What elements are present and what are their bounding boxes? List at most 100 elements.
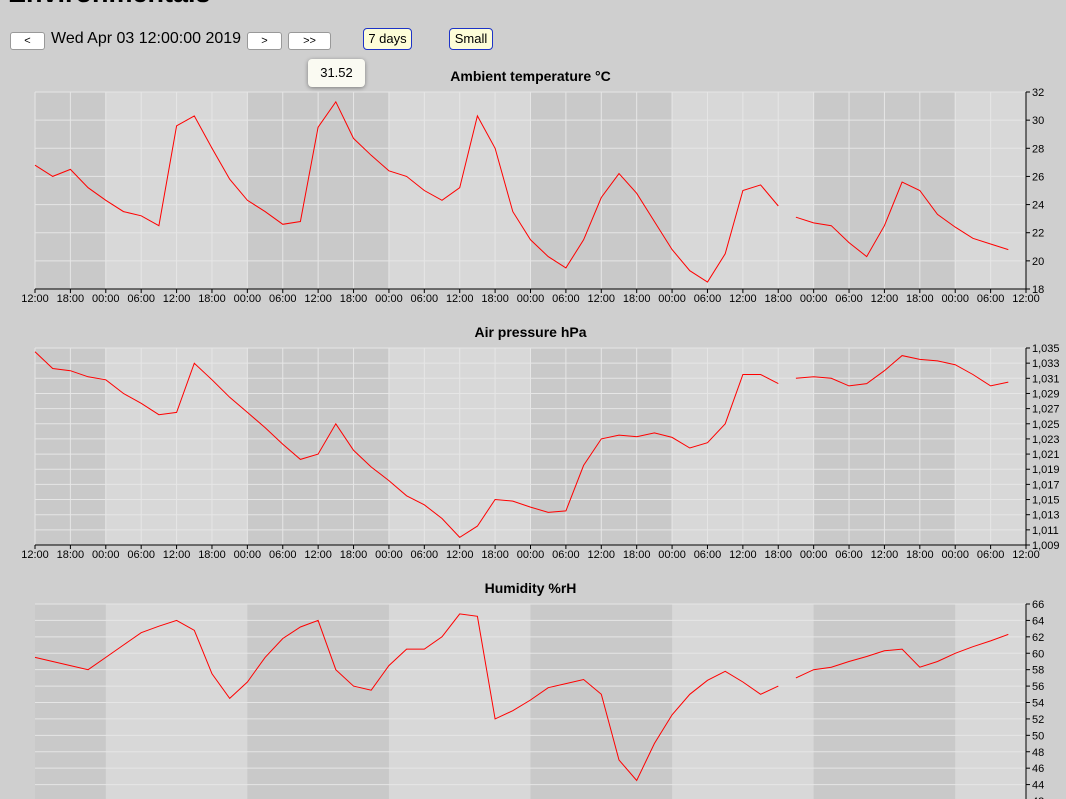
x-tick-label: 00:00 [375, 293, 403, 305]
y-tick-label: 26 [1032, 171, 1044, 183]
x-tick-label: 12:00 [871, 293, 899, 305]
range-button[interactable]: 7 days [363, 28, 412, 50]
chart-title: Humidity %rH [485, 580, 577, 596]
x-tick-label: 12:00 [163, 293, 191, 305]
y-tick-label: 1,025 [1032, 419, 1060, 431]
y-tick-label: 32 [1032, 87, 1044, 99]
data-line [34, 613, 1009, 782]
x-tick-label: 18:00 [57, 549, 85, 561]
x-tick-label: 18:00 [340, 549, 368, 561]
x-tick-label: 18:00 [198, 549, 226, 561]
y-tick-label: 1,035 [1032, 343, 1060, 355]
x-tick-label: 00:00 [234, 293, 262, 305]
y-tick-label: 1,027 [1032, 404, 1060, 416]
y-tick-label: 48 [1032, 747, 1044, 759]
y-tick-label: 1,021 [1032, 449, 1060, 461]
x-tick-label: 12:00 [304, 293, 332, 305]
y-tick-label: 66 [1032, 599, 1044, 611]
y-tick-label: 1,031 [1032, 373, 1060, 385]
fast-forward-button[interactable]: >> [288, 32, 331, 50]
x-tick-label: 06:00 [835, 549, 863, 561]
x-tick-label: 06:00 [977, 293, 1005, 305]
chart-title: Air pressure hPa [474, 324, 586, 340]
shade-band [247, 604, 389, 799]
shade-band [35, 604, 106, 799]
x-tick-label: 18:00 [481, 293, 509, 305]
x-tick-label: 06:00 [694, 293, 722, 305]
shade-band [813, 604, 956, 799]
x-tick-label: 12:00 [446, 293, 474, 305]
x-tick-label: 00:00 [941, 549, 969, 561]
y-tick-label: 58 [1032, 665, 1044, 677]
x-tick-label: 12:00 [304, 549, 332, 561]
prev-button[interactable]: < [10, 32, 45, 50]
y-tick-label: 22 [1032, 228, 1044, 240]
chart-title: Ambient temperature °C [450, 68, 610, 84]
x-tick-label: 12:00 [588, 293, 616, 305]
y-tick-label: 56 [1032, 681, 1044, 693]
y-tick-label: 30 [1032, 115, 1044, 127]
x-tick-label: 12:00 [588, 549, 616, 561]
y-tick-label: 46 [1032, 763, 1044, 775]
y-tick-label: 64 [1032, 615, 1044, 627]
y-tick-label: 60 [1032, 648, 1044, 660]
y-tick-label: 18 [1032, 284, 1044, 296]
x-tick-label: 06:00 [552, 293, 580, 305]
x-tick-label: 12:00 [163, 549, 191, 561]
y-tick-label: 44 [1032, 780, 1044, 792]
x-tick-label: 00:00 [92, 549, 120, 561]
y-tick-label: 54 [1032, 698, 1044, 710]
y-tick-label: 1,019 [1032, 464, 1060, 476]
x-tick-label: 06:00 [411, 549, 439, 561]
x-tick-label: 06:00 [835, 293, 863, 305]
y-tick-label: 52 [1032, 714, 1044, 726]
tooltip: 31.52 [308, 59, 365, 87]
x-tick-label: 12:00 [1012, 549, 1040, 561]
data-line [34, 100, 1009, 283]
x-tick-label: 06:00 [127, 293, 155, 305]
x-tick-label: 18:00 [764, 293, 792, 305]
next-button[interactable]: > [247, 32, 282, 50]
y-tick-label: 1,015 [1032, 495, 1060, 507]
y-tick-label: 62 [1032, 632, 1044, 644]
data-line [34, 351, 1009, 539]
page-title: Environmentals [8, 0, 211, 9]
y-tick-label: 1,009 [1032, 540, 1060, 552]
x-tick-label: 18:00 [906, 293, 934, 305]
x-tick-label: 00:00 [92, 293, 120, 305]
y-tick-label: 1,033 [1032, 358, 1060, 370]
y-tick-label: 20 [1032, 256, 1044, 268]
x-tick-label: 00:00 [800, 549, 828, 561]
x-tick-label: 12:00 [446, 549, 474, 561]
x-tick-label: 18:00 [906, 549, 934, 561]
x-tick-label: 06:00 [694, 549, 722, 561]
x-tick-label: 12:00 [21, 549, 49, 561]
x-tick-label: 12:00 [729, 293, 757, 305]
x-tick-label: 06:00 [269, 293, 297, 305]
size-button[interactable]: Small [449, 28, 493, 50]
x-tick-label: 12:00 [871, 549, 899, 561]
y-tick-label: 50 [1032, 730, 1044, 742]
y-tick-label: 1,011 [1032, 525, 1059, 537]
date-label: Wed Apr 03 12:00:00 2019 [51, 30, 242, 47]
x-tick-label: 06:00 [977, 549, 1005, 561]
y-tick-label: 1,017 [1032, 479, 1060, 491]
y-tick-label: 42 [1032, 796, 1044, 799]
shade-band [530, 604, 673, 799]
x-tick-label: 18:00 [198, 293, 226, 305]
x-tick-label: 00:00 [517, 293, 545, 305]
y-tick-label: 1,013 [1032, 510, 1060, 522]
y-tick-label: 1,023 [1032, 434, 1060, 446]
x-tick-label: 06:00 [411, 293, 439, 305]
x-tick-label: 00:00 [658, 293, 686, 305]
x-tick-label: 18:00 [623, 293, 651, 305]
x-tick-label: 00:00 [375, 549, 403, 561]
x-tick-label: 06:00 [552, 549, 580, 561]
x-tick-label: 00:00 [517, 549, 545, 561]
x-tick-label: 00:00 [941, 293, 969, 305]
x-tick-label: 12:00 [1012, 293, 1040, 305]
x-tick-label: 18:00 [57, 293, 85, 305]
x-tick-label: 18:00 [340, 293, 368, 305]
